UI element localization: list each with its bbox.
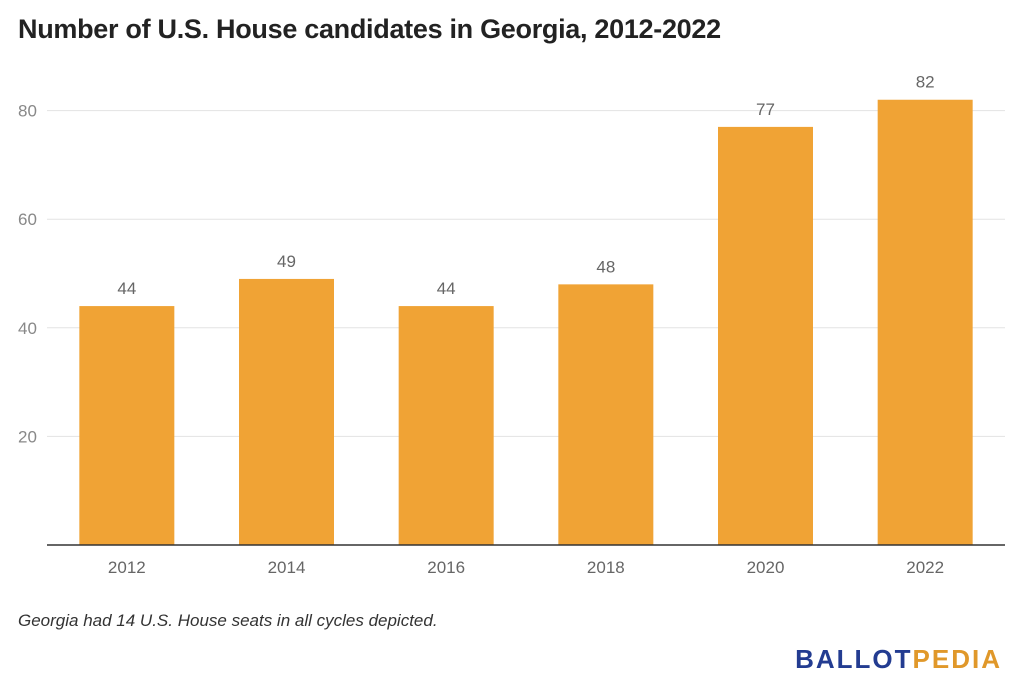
data-labels: 44 49 44 48 77 82 bbox=[117, 73, 934, 298]
y-tick-label: 20 bbox=[18, 427, 37, 446]
data-label: 49 bbox=[277, 252, 296, 271]
bar bbox=[398, 306, 494, 545]
y-tick-label: 40 bbox=[18, 319, 37, 338]
x-tick-label: 2012 bbox=[108, 558, 146, 577]
footnote: Georgia had 14 U.S. House seats in all c… bbox=[18, 611, 438, 630]
grid-lines bbox=[47, 110, 1005, 437]
data-label: 77 bbox=[756, 100, 775, 119]
x-tick-label: 2018 bbox=[587, 558, 625, 577]
bar bbox=[558, 284, 654, 545]
data-label: 48 bbox=[596, 257, 615, 276]
bar bbox=[877, 99, 973, 546]
y-tick-label: 60 bbox=[18, 210, 37, 229]
y-tick-label: 80 bbox=[18, 102, 37, 121]
data-label: 44 bbox=[117, 279, 136, 298]
x-tick-label: 2020 bbox=[747, 558, 785, 577]
logo-text-pedia: PEDIA bbox=[912, 644, 1002, 674]
y-axis-ticks: 20 40 60 80 bbox=[18, 102, 37, 447]
bar bbox=[718, 126, 813, 545]
data-label: 82 bbox=[916, 73, 935, 92]
chart-title: Number of U.S. House candidates in Georg… bbox=[18, 14, 721, 44]
bars bbox=[79, 99, 973, 546]
ballotpedia-logo: BALLOTPEDIA bbox=[795, 644, 1002, 675]
x-tick-label: 2014 bbox=[268, 558, 306, 577]
logo-text-ballot: BALLOT bbox=[795, 644, 913, 674]
x-axis-ticks: 2012 2014 2016 2018 2020 2022 bbox=[108, 558, 944, 577]
bar bbox=[79, 306, 175, 545]
data-label: 44 bbox=[437, 279, 456, 298]
bar bbox=[239, 278, 334, 545]
x-tick-label: 2022 bbox=[906, 558, 944, 577]
x-tick-label: 2016 bbox=[427, 558, 465, 577]
